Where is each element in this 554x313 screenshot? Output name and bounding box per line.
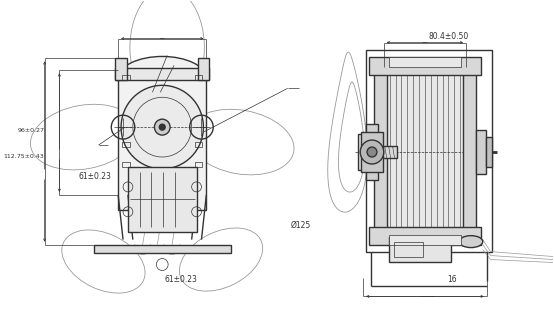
Bar [361,132,383,172]
Bar [128,167,197,232]
Text: 96±0.27: 96±0.27 [18,127,44,132]
Ellipse shape [155,119,170,135]
Bar [369,58,481,75]
Bar [94,244,231,253]
Text: 16: 16 [447,275,456,284]
Text: 61±0.23: 61±0.23 [78,172,111,181]
Bar [198,59,209,80]
Bar [115,59,127,80]
Bar [476,130,486,174]
Ellipse shape [360,140,384,164]
Ellipse shape [118,56,206,100]
Ellipse shape [160,124,165,130]
Text: 61±0.23: 61±0.23 [165,275,198,284]
Text: 80.4±0.50: 80.4±0.50 [429,32,469,41]
Bar [463,67,476,237]
Bar [366,50,491,252]
Bar [374,67,387,237]
Bar [389,237,452,262]
Bar [122,162,130,167]
Bar [358,134,370,170]
Bar [194,75,202,80]
Bar [389,235,461,244]
Bar [122,142,130,147]
Ellipse shape [367,147,377,157]
Bar [384,72,466,232]
Bar [393,242,423,257]
Bar [366,124,378,180]
Bar [118,70,206,210]
Text: Ø125: Ø125 [291,221,311,229]
Bar [369,227,481,244]
Bar [115,69,209,80]
Ellipse shape [121,85,203,169]
Text: 112.75±0.43: 112.75±0.43 [3,154,44,159]
Ellipse shape [459,236,483,248]
Bar [389,58,461,67]
Bar [194,162,202,167]
Bar [370,146,397,158]
Bar [122,75,130,80]
Bar [194,142,202,147]
Bar [486,137,491,167]
